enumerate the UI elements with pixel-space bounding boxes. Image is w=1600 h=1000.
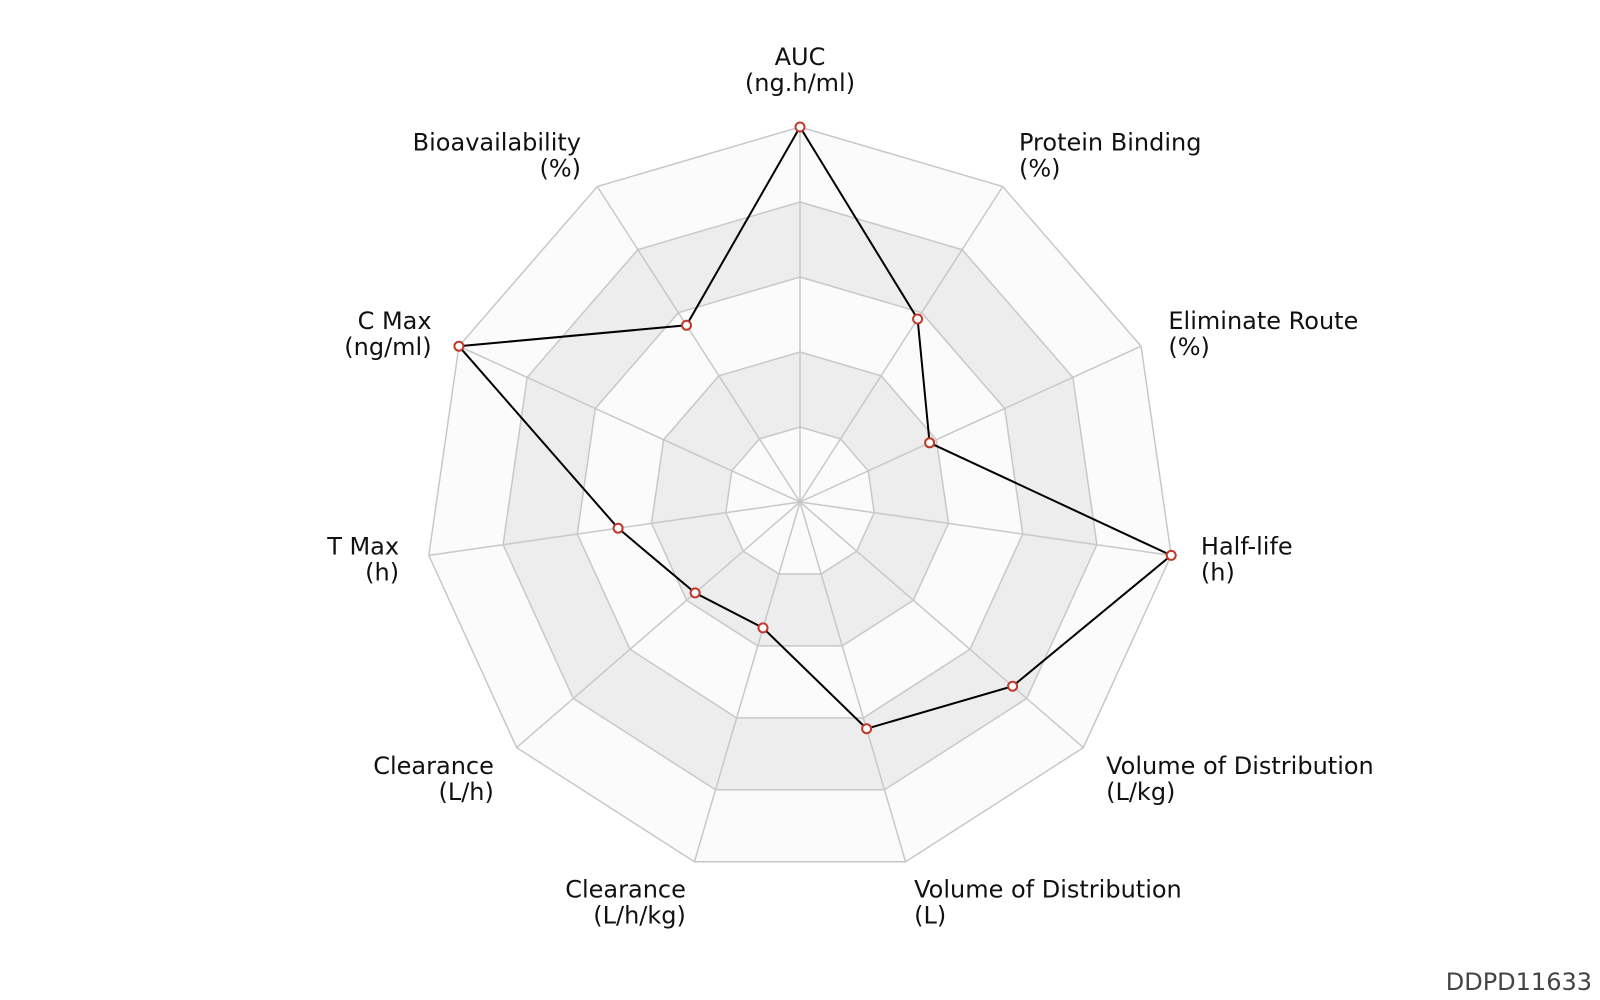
axis-label-unit: (ng/ml): [344, 333, 431, 361]
chart-id: DDPD11633: [1445, 968, 1592, 996]
grid-spoke: [516, 501, 801, 749]
axis-label-unit: (%): [1168, 333, 1210, 361]
data-point: [681, 319, 692, 331]
axis-label-unit: (ng.h/ml): [745, 69, 855, 97]
grid-spoke: [799, 501, 1084, 749]
data-point: [912, 313, 924, 325]
axis-label-name: Clearance: [565, 876, 686, 904]
data-point: [794, 121, 806, 133]
grid-spoke: [799, 186, 1004, 503]
axis-label-name: Volume of Distribution: [1106, 752, 1374, 780]
axis-label-unit: (h): [365, 559, 399, 587]
axis-label-name: C Max: [358, 307, 432, 335]
grid-spoke: [458, 345, 801, 503]
axis-label-name: Volume of Distribution: [914, 876, 1182, 904]
axis-label-name: Bioavailability: [413, 128, 581, 156]
grid-spoke: [799, 345, 1142, 503]
axis-label-name: Clearance: [373, 752, 494, 780]
series-line: [456, 125, 1174, 730]
grid-spoke: [693, 501, 801, 863]
grid-spoke: [799, 501, 1172, 557]
axis-label-name: Protein Binding: [1019, 128, 1201, 156]
data-point: [1165, 549, 1177, 561]
axis-label-name: Half-life: [1201, 533, 1293, 561]
data-point: [612, 522, 624, 534]
axis-label-unit: (L/h/kg): [593, 902, 686, 930]
grid-spoke: [799, 501, 907, 863]
axis-label-unit: (h): [1201, 559, 1235, 587]
axis-label-unit: (L/h): [438, 778, 493, 806]
axis-label-unit: (%): [1019, 154, 1061, 182]
data-point: [861, 723, 873, 735]
data-point: [924, 437, 936, 449]
axis-label-unit: (L): [914, 902, 946, 930]
grid-spoke: [596, 186, 801, 503]
axis-labels: AUC(ng.h/ml)Protein Binding(%)Eliminate …: [326, 43, 1374, 930]
data-point: [757, 622, 769, 634]
axis-label-unit: (L/kg): [1106, 778, 1175, 806]
data-point: [1007, 680, 1019, 692]
data-series: [453, 121, 1177, 735]
data-point: [689, 587, 701, 599]
axis-label-name: Eliminate Route: [1168, 307, 1358, 335]
data-point: [453, 340, 465, 352]
axis-label-unit: (%): [539, 154, 581, 182]
axis-label-name: AUC: [775, 43, 826, 71]
axis-label-name: T Max: [326, 533, 399, 561]
